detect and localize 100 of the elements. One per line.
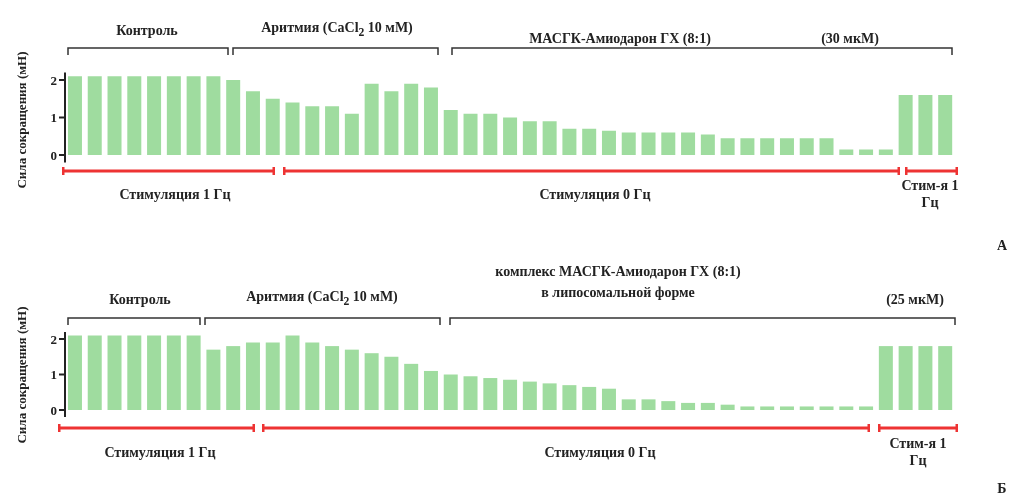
- text: Контроль: [109, 290, 171, 308]
- bar: [562, 128, 577, 155]
- bar: [265, 342, 280, 410]
- bar: [67, 76, 82, 155]
- bar: [641, 132, 656, 155]
- y-axis-title: Сила сокращения (мН): [14, 306, 30, 444]
- bar: [503, 379, 518, 410]
- text: Стим-я 1 Гц: [888, 435, 948, 469]
- bar: [799, 138, 814, 155]
- text: Б: [997, 479, 1007, 497]
- bar: [740, 138, 755, 155]
- bar: [582, 386, 597, 410]
- bar: [720, 404, 735, 410]
- bar: [285, 335, 300, 410]
- bar: [779, 406, 794, 410]
- bar: [938, 346, 953, 410]
- y-axis-title: Сила сокращения (мН): [14, 51, 30, 189]
- bar: [245, 342, 260, 410]
- bar: [423, 87, 438, 155]
- bar: [305, 342, 320, 410]
- text: Стимуляция 1 Гц: [104, 443, 216, 461]
- bar: [839, 406, 854, 410]
- bar: [700, 134, 715, 155]
- bar: [878, 346, 893, 410]
- bar: [542, 121, 557, 155]
- bar: [404, 83, 419, 155]
- bar: [483, 113, 498, 155]
- bar: [483, 378, 498, 410]
- bar: [325, 346, 340, 410]
- bar: [226, 346, 241, 410]
- bar: [186, 76, 201, 155]
- bar: [443, 110, 458, 155]
- bar: [898, 95, 913, 155]
- bar: [147, 76, 162, 155]
- text: в липосомальной форме: [541, 283, 695, 301]
- bar: [127, 335, 142, 410]
- text: Аритмия (CaCl$_{2}$ 10 мМ): [261, 19, 413, 41]
- text: (25 мкМ): [886, 290, 944, 308]
- bar: [898, 346, 913, 410]
- bar: [700, 402, 715, 410]
- text: А: [996, 236, 1008, 254]
- bar: [265, 98, 280, 155]
- bar: [107, 335, 122, 410]
- bar: [305, 106, 320, 155]
- bar: [325, 106, 340, 155]
- bar: [601, 130, 616, 155]
- y-tick-label: 1: [50, 110, 57, 126]
- bar: [206, 349, 221, 410]
- bar: [562, 385, 577, 410]
- text: Стимуляция 0 Гц: [539, 185, 651, 203]
- bar: [384, 356, 399, 410]
- bar: [404, 363, 419, 410]
- bar: [186, 335, 201, 410]
- bar: [245, 91, 260, 155]
- text: Контроль: [116, 21, 178, 39]
- bar: [740, 406, 755, 410]
- bar: [681, 402, 696, 410]
- bar: [601, 388, 616, 410]
- bar: [799, 406, 814, 410]
- bar: [226, 80, 241, 155]
- bar: [285, 102, 300, 155]
- bar: [760, 406, 775, 410]
- bar: [503, 117, 518, 155]
- bar: [463, 376, 478, 410]
- bar: [87, 335, 102, 410]
- bar: [166, 335, 181, 410]
- bar: [67, 335, 82, 410]
- bar: [87, 76, 102, 155]
- bar: [384, 91, 399, 155]
- text: (30 мкМ): [821, 29, 879, 47]
- bar: [107, 76, 122, 155]
- text: МАСГК-Амиодарон ГХ (8:1): [529, 29, 711, 47]
- bar: [542, 383, 557, 410]
- bar: [661, 132, 676, 155]
- text: комплекс МАСГК-Амиодарон ГХ (8:1): [495, 262, 741, 280]
- bar: [878, 149, 893, 155]
- y-tick-label: 2: [50, 331, 57, 347]
- bar: [166, 76, 181, 155]
- bar: [681, 132, 696, 155]
- y-tick-label: 1: [50, 367, 57, 383]
- bar: [147, 335, 162, 410]
- bar: [760, 138, 775, 155]
- bar: [443, 374, 458, 410]
- bar: [720, 138, 735, 155]
- bar: [522, 121, 537, 155]
- bar: [859, 406, 874, 410]
- text: Стимуляция 1 Гц: [119, 185, 231, 203]
- bar: [344, 113, 359, 155]
- bar: [621, 132, 636, 155]
- bar: [938, 95, 953, 155]
- bar: [206, 76, 221, 155]
- y-tick-label: 2: [50, 72, 57, 88]
- bar: [344, 349, 359, 410]
- bar: [582, 128, 597, 155]
- y-tick-label: 0: [50, 402, 57, 418]
- bar: [661, 401, 676, 410]
- bar: [819, 406, 834, 410]
- bar: [918, 95, 933, 155]
- bar: [423, 370, 438, 410]
- text: Стимуляция 0 Гц: [544, 443, 656, 461]
